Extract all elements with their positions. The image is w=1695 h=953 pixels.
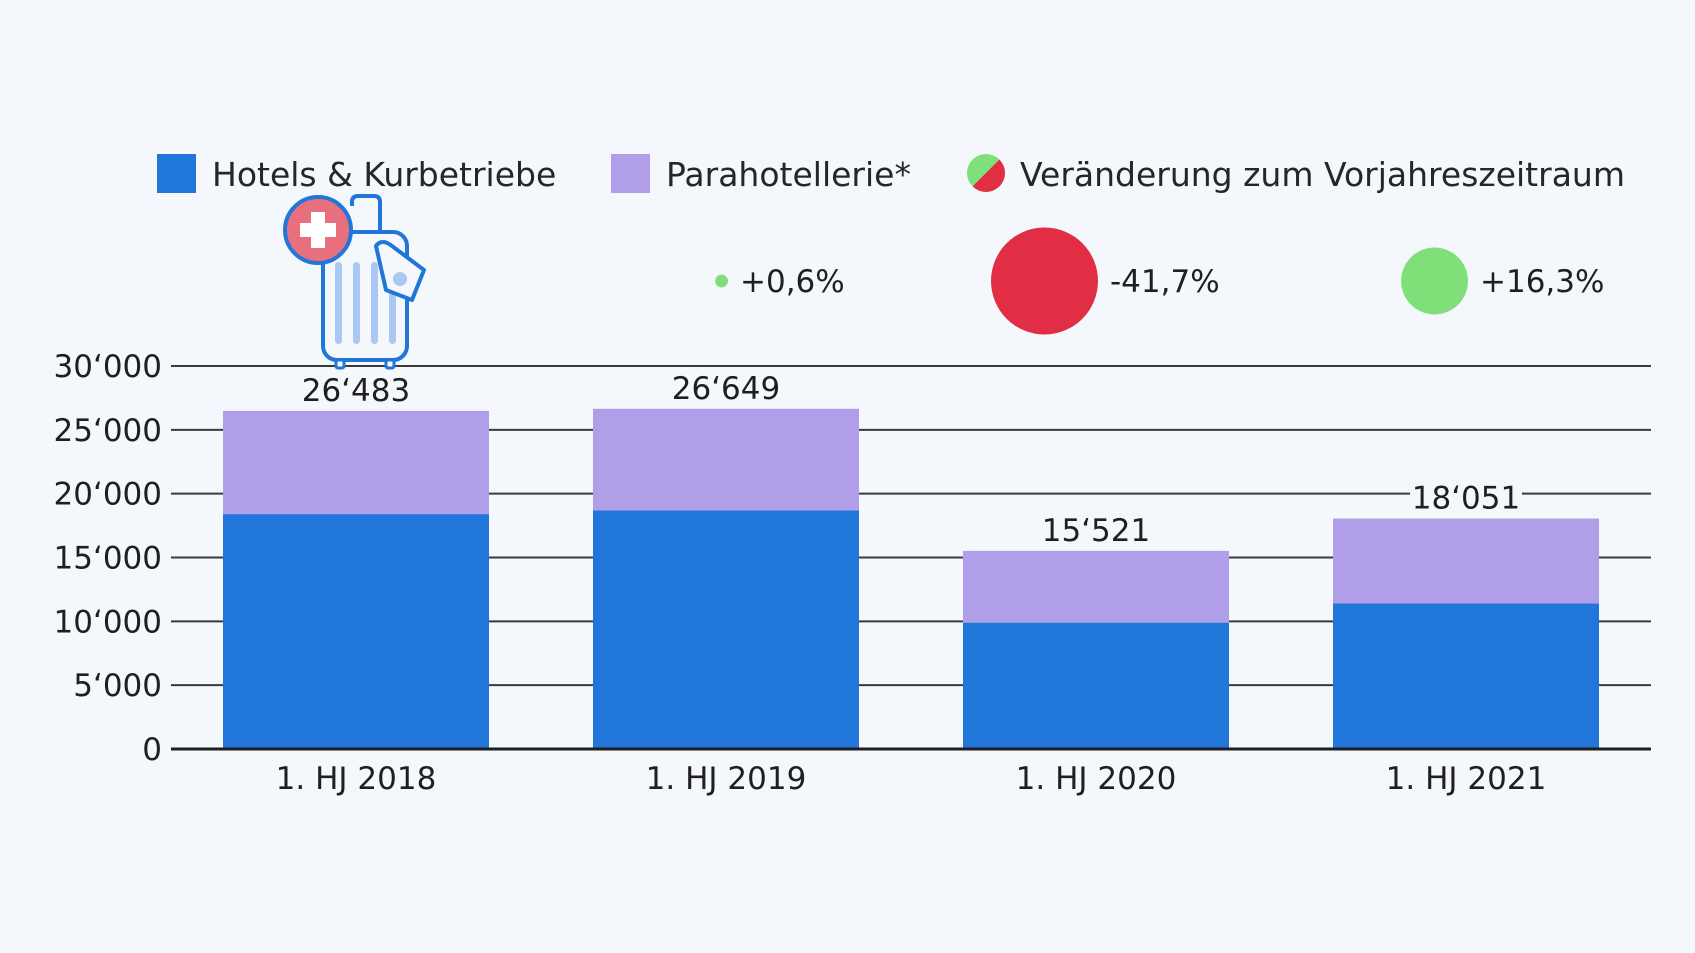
x-tick-label: 1. HJ 2019 <box>646 761 807 797</box>
bars <box>223 408 1599 749</box>
total-label-bg <box>670 368 782 405</box>
total-label-bg <box>300 370 412 407</box>
x-tick-label: 1. HJ 2020 <box>1016 761 1177 797</box>
change-bubble-negative <box>991 227 1098 335</box>
x-axis-labels: 1. HJ 2018 1. HJ 2019 1. HJ 2020 1. HJ 2021 <box>276 761 1547 797</box>
y-tick-label: 25‘000 <box>54 413 162 449</box>
bar-segment-parahotellerie <box>963 550 1229 623</box>
x-tick-label: 1. HJ 2021 <box>1386 761 1547 797</box>
legend-label-hotels: Hotels & Kurbetriebe <box>212 155 556 194</box>
y-tick-label: 5‘000 <box>73 668 162 704</box>
bar-segment-parahotellerie <box>1333 518 1599 604</box>
y-tick-label: 10‘000 <box>54 604 162 640</box>
legend-swatch-change-icon <box>967 154 1005 192</box>
change-label: +16,3% <box>1480 264 1604 300</box>
bar-segment-parahotellerie <box>593 408 859 511</box>
legend-swatch-parahotellerie <box>611 154 650 193</box>
legend-label-parahotellerie: Parahotellerie* <box>666 155 911 194</box>
total-label: 26‘649 <box>672 371 780 407</box>
change-bubble-positive <box>1401 247 1468 315</box>
change-indicators: +0,6% -41,7% +16,3% <box>715 227 1604 335</box>
legend-label-change: Veränderung zum Vorjahreszeitraum <box>1020 155 1625 194</box>
change-label: -41,7% <box>1110 264 1220 300</box>
y-tick-label: 15‘000 <box>54 541 162 577</box>
legend: Hotels & Kurbetriebe Parahotellerie* Ver… <box>157 154 1625 194</box>
total-labels: 26‘483 26‘649 15‘521 18‘051 <box>300 368 1522 549</box>
total-label-bg <box>1410 478 1522 515</box>
swiss-suitcase-icon <box>283 194 426 370</box>
change-bubble-positive <box>715 274 728 288</box>
bar-segment-hotels <box>223 514 489 749</box>
y-tick-label: 20‘000 <box>54 477 162 513</box>
y-axis-ticks: 0 5‘000 10‘000 15‘000 20‘000 25‘000 30‘000 <box>54 349 162 768</box>
change-label: +0,6% <box>740 264 845 300</box>
x-tick-label: 1. HJ 2018 <box>276 761 437 797</box>
total-label: 18‘051 <box>1412 481 1520 517</box>
y-tick-label: 0 <box>142 732 162 768</box>
bar-segment-parahotellerie <box>223 410 489 515</box>
y-tick-label: 30‘000 <box>54 349 162 385</box>
total-label: 26‘483 <box>302 373 410 409</box>
total-label-bg <box>1040 510 1152 547</box>
legend-swatch-hotels <box>157 154 196 193</box>
bar-segment-hotels <box>593 510 859 749</box>
bar-segment-hotels <box>1333 603 1599 749</box>
bar-segment-hotels <box>963 622 1229 749</box>
total-label: 15‘521 <box>1042 513 1150 549</box>
